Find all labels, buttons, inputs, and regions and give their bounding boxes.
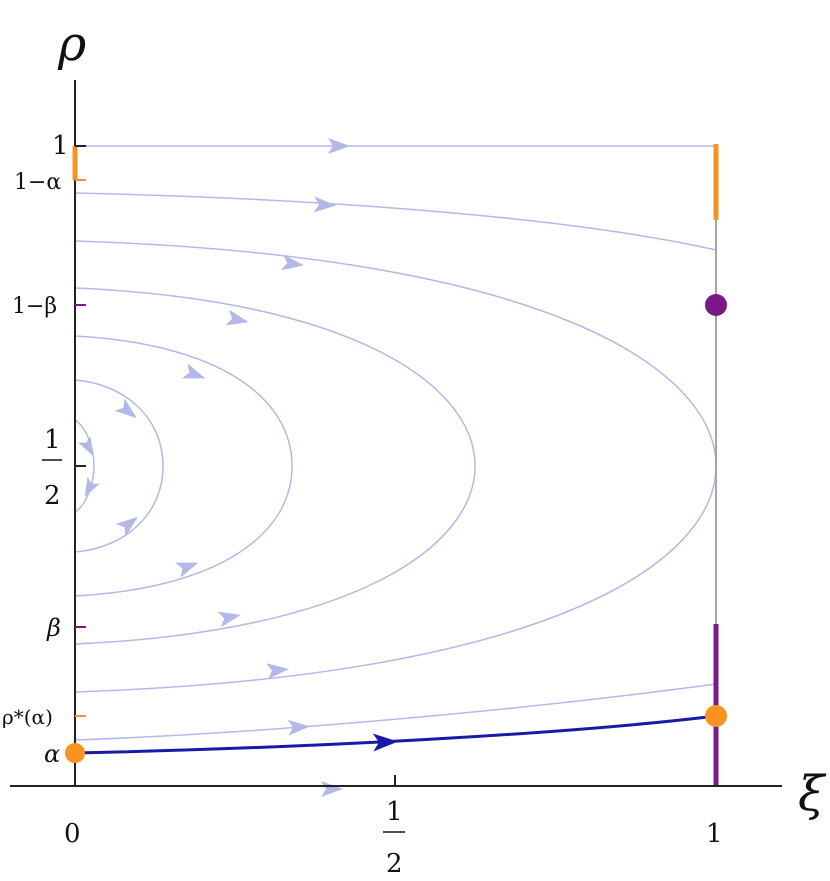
flow-arrow	[281, 254, 304, 271]
y-half-numerator: 1	[44, 425, 61, 455]
y-tick-label-half: 1 2	[42, 425, 62, 511]
flow-arrow	[313, 196, 336, 213]
y-tick-label-one: 1	[52, 131, 69, 161]
one-minus-beta-marker	[705, 294, 727, 316]
flow-arrow	[287, 719, 310, 736]
flow-line	[74, 287, 476, 645]
flow-arrow	[328, 138, 350, 154]
flow-arrow	[84, 476, 100, 497]
highlighted-trajectory	[74, 714, 717, 755]
x-half-numerator: 1	[386, 797, 403, 827]
flow-lines	[74, 145, 717, 741]
y-tick-label-alpha: α	[44, 740, 60, 768]
flow-arrow	[266, 663, 289, 680]
flow-arrow	[174, 562, 199, 578]
flow-arrow	[217, 611, 241, 628]
y-tick-label-beta: β	[46, 614, 61, 642]
flow-arrow	[78, 435, 94, 456]
flow-line	[74, 379, 164, 553]
highlighted-arrow	[372, 733, 398, 752]
flow-line	[74, 335, 293, 597]
x-axis-title: ξ	[798, 766, 827, 822]
flow-arrow	[115, 516, 138, 537]
y-tick-label-rho-star: ρ*(α)	[2, 705, 53, 729]
flow-line	[74, 240, 717, 693]
flow-arrow	[181, 363, 206, 379]
flow-line	[74, 192, 717, 251]
flow-arrow	[225, 309, 249, 326]
flow-arrow	[321, 781, 343, 797]
y-tick-label-one-minus-alpha: 1−α	[14, 170, 61, 195]
flow-line	[74, 683, 717, 741]
rho-star-marker	[705, 705, 727, 727]
x-tick-label-one: 1	[706, 819, 723, 849]
x-tick-label-zero: 0	[64, 819, 81, 849]
x-half-denominator: 2	[386, 849, 403, 879]
alpha-marker	[65, 743, 85, 763]
flow-line	[74, 419, 95, 513]
y-axis-title: ρ	[57, 16, 86, 72]
y-ticks	[75, 145, 86, 717]
flow-arrow	[114, 398, 137, 419]
x-tick-label-half: 1 2	[383, 797, 405, 879]
y-half-denominator: 2	[44, 481, 61, 511]
y-tick-label-one-minus-beta: 1−β	[12, 294, 57, 319]
flow-arrows	[78, 138, 350, 797]
